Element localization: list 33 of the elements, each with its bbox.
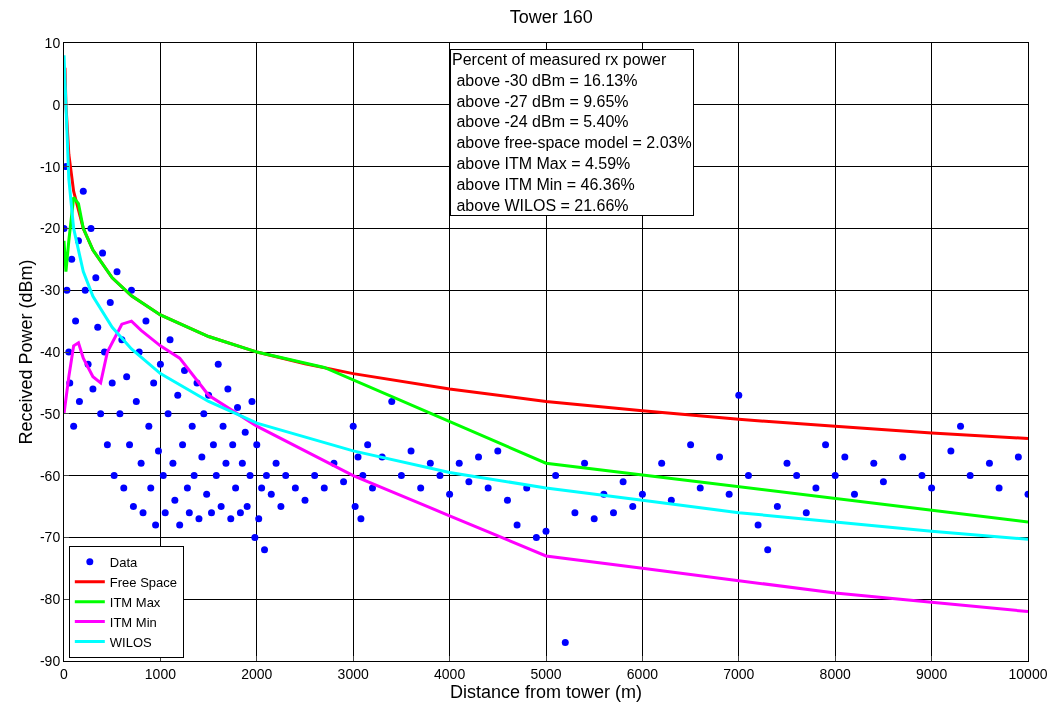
line-series xyxy=(64,53,1028,541)
annotation: Percent of measured rx power above -30 dBm = 16.13% above -27 dBm = 9.65% above -24 dBm = 5.40% above free-space model = 2.03% above ITM Max = 4.59% above ITM Min = 46.36% above WILOS = 21.66% xyxy=(452,51,692,214)
x-tick-label: 5000 xyxy=(530,665,562,682)
legend-label: ITM Max xyxy=(109,594,161,610)
y-tick-label: -80 xyxy=(39,591,61,608)
y-tick-label: 0 xyxy=(52,96,61,113)
x-tick-label: 4000 xyxy=(434,665,466,682)
legend-label: Free Space xyxy=(109,574,178,590)
x-tick-label: 6000 xyxy=(626,665,659,682)
line-series xyxy=(64,319,1028,614)
legend-label: ITM Min xyxy=(109,614,157,630)
y-tick-label: -50 xyxy=(39,405,61,422)
x-tick-label: 10000 xyxy=(1008,665,1048,682)
x-axis-title: Distance from tower (m) xyxy=(449,681,643,702)
legend-label: WILOS xyxy=(109,634,153,650)
y-tick-label: -40 xyxy=(39,343,61,360)
y-axis-title: Received Power (dBm) xyxy=(16,259,37,445)
x-tick-label: 3000 xyxy=(337,665,369,682)
x-tick-label: 1000 xyxy=(144,665,177,682)
legend-label: Data xyxy=(109,554,139,570)
y-tick-label: -20 xyxy=(39,220,61,237)
y-tick-label: -60 xyxy=(39,467,61,484)
x-tick-label: 8000 xyxy=(819,665,851,682)
x-tick-label: 7000 xyxy=(723,665,755,682)
y-tick-label: -30 xyxy=(39,282,61,299)
line-series xyxy=(64,196,1028,524)
chart-title: Tower 160 xyxy=(509,7,593,28)
x-tick-label: 9000 xyxy=(916,665,948,682)
y-tick-label: -90 xyxy=(39,652,61,669)
x-tick-label: 2000 xyxy=(241,665,273,682)
y-tick-label: -70 xyxy=(39,529,61,546)
y-tick-label: 10 xyxy=(44,34,61,51)
y-tick-label: -10 xyxy=(39,158,61,175)
